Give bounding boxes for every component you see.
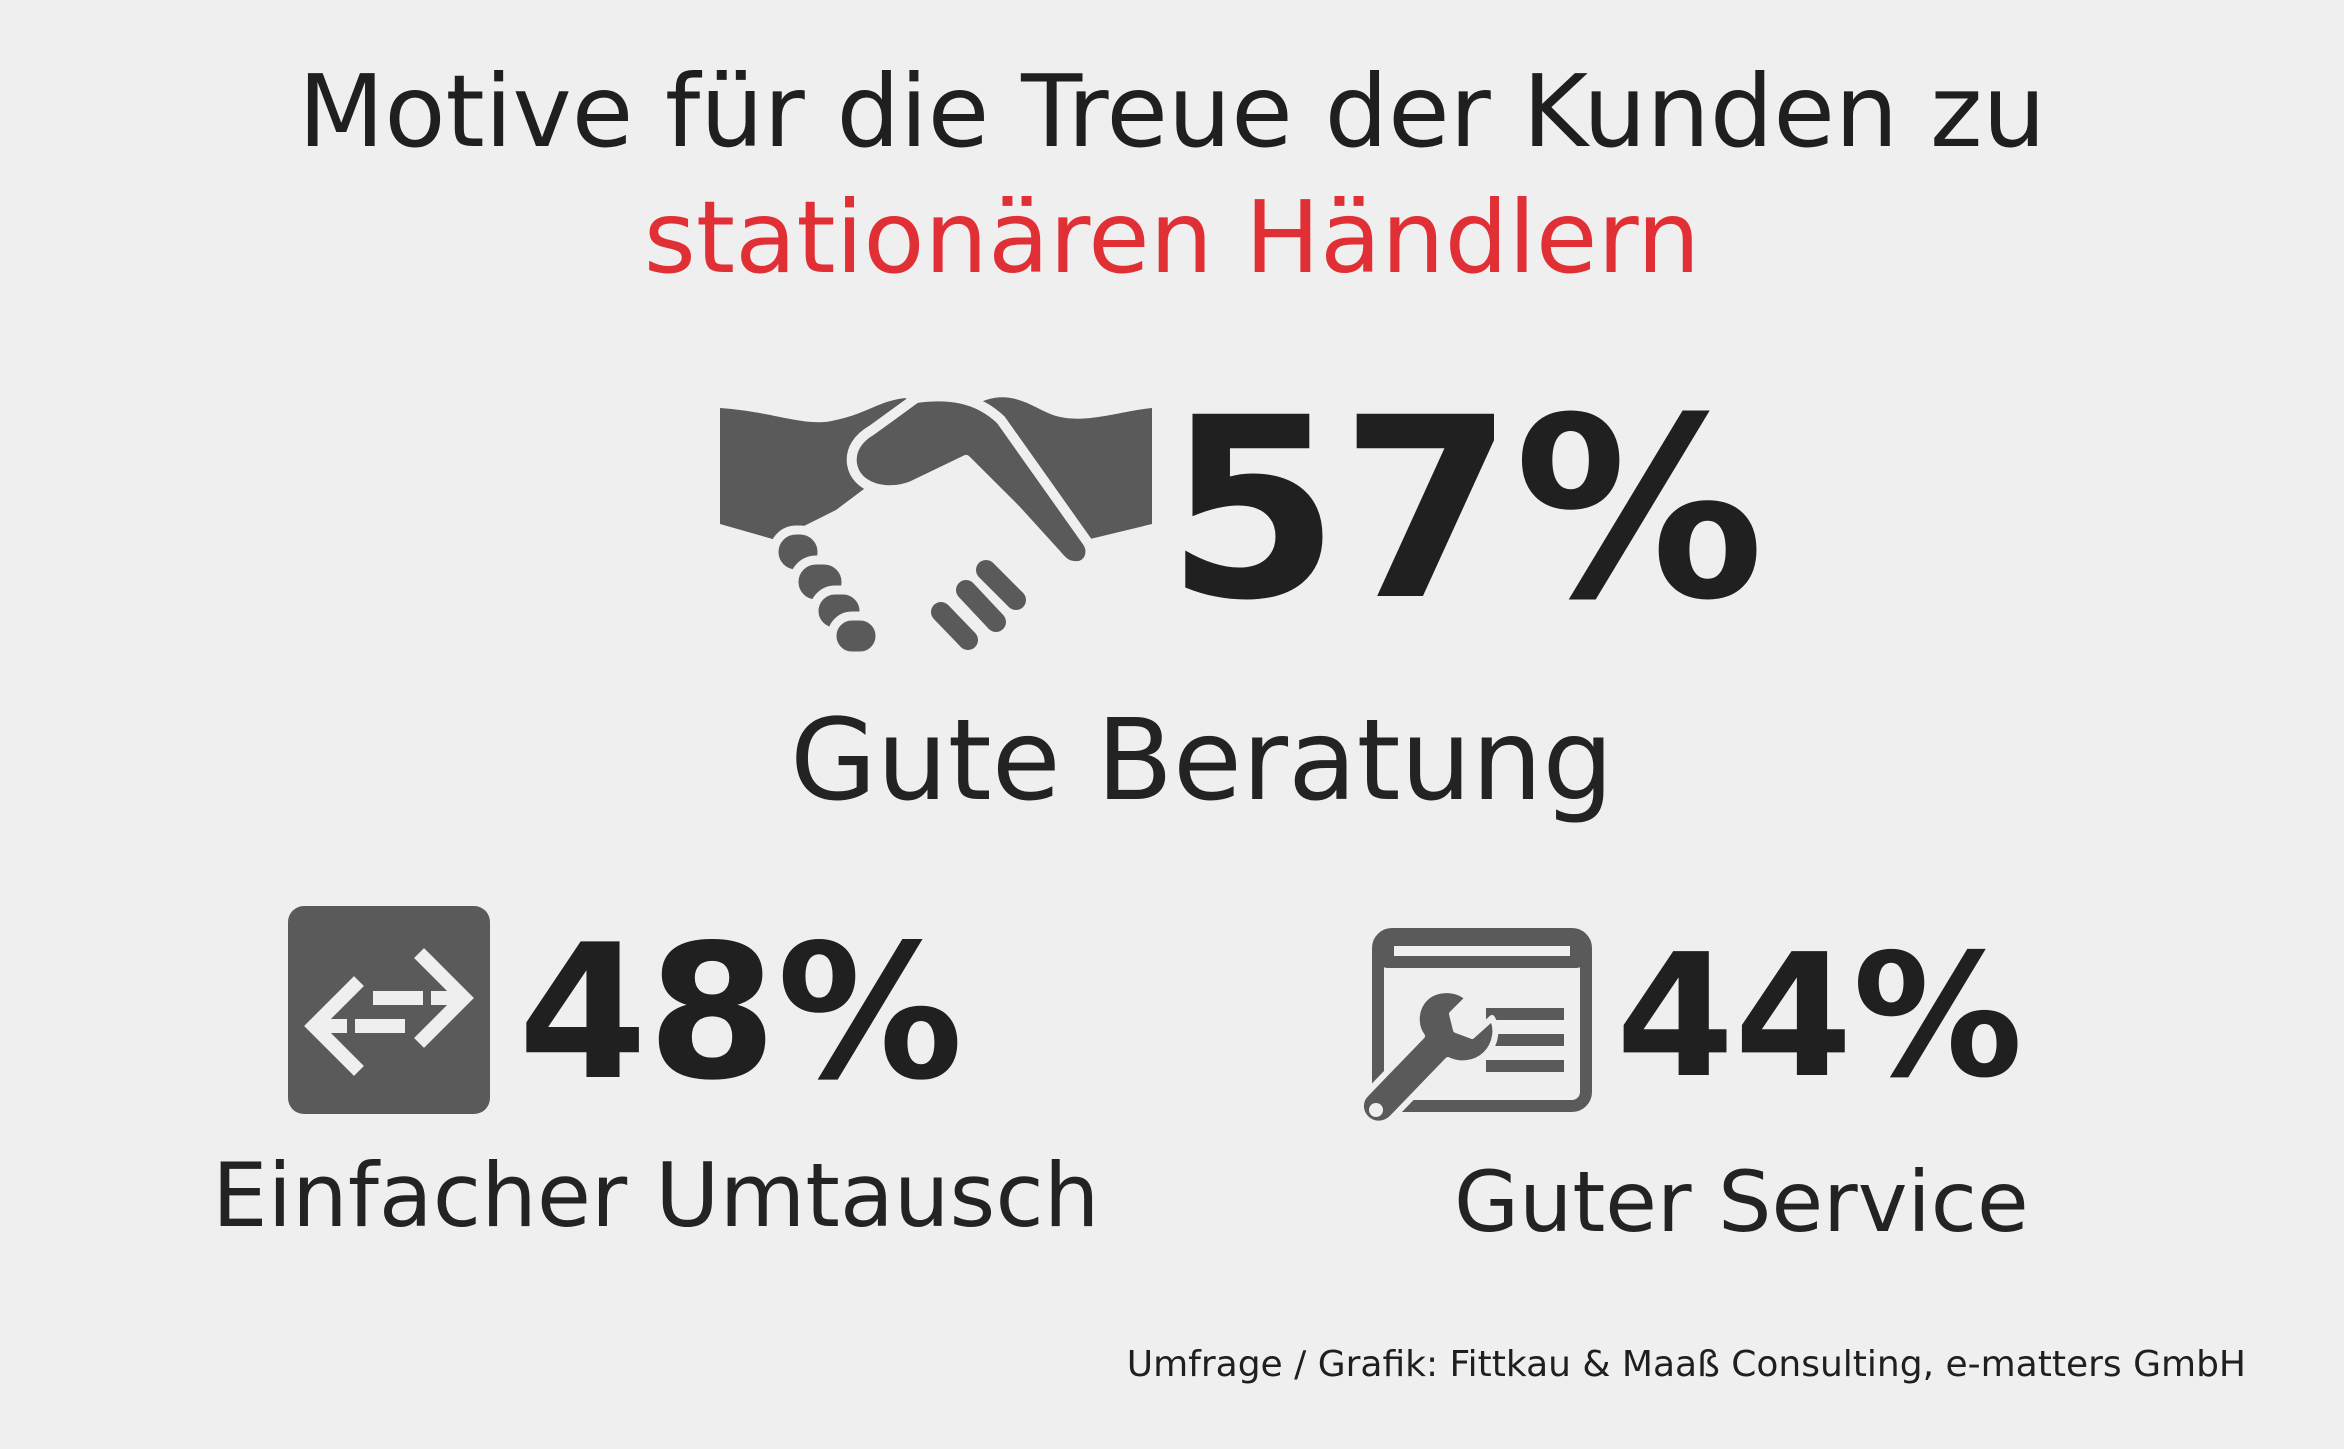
category-label-gute-beratung: Gute Beratung	[790, 696, 1614, 826]
value-label-guter-service: 44%	[1616, 918, 2023, 1116]
value-label-gute-beratung: 57%	[1166, 364, 1765, 655]
chart-title-highlight: stationären Händlern	[643, 179, 1701, 296]
category-label-einfacher-umtausch: Einfacher Umtausch	[212, 1144, 1100, 1247]
value-label-einfacher-umtausch: 48%	[518, 904, 964, 1121]
category-label-guter-service: Guter Service	[1454, 1153, 2029, 1251]
exchange-arrows-icon	[288, 906, 490, 1114]
chart-title: Motive für die Treue der Kunden zu	[298, 53, 2046, 170]
source-note: Umfrage / Grafik: Fittkau & Maaß Consult…	[1126, 1344, 2246, 1385]
wrench-window-icon	[1358, 928, 1592, 1127]
handshake-icon	[720, 391, 1152, 661]
